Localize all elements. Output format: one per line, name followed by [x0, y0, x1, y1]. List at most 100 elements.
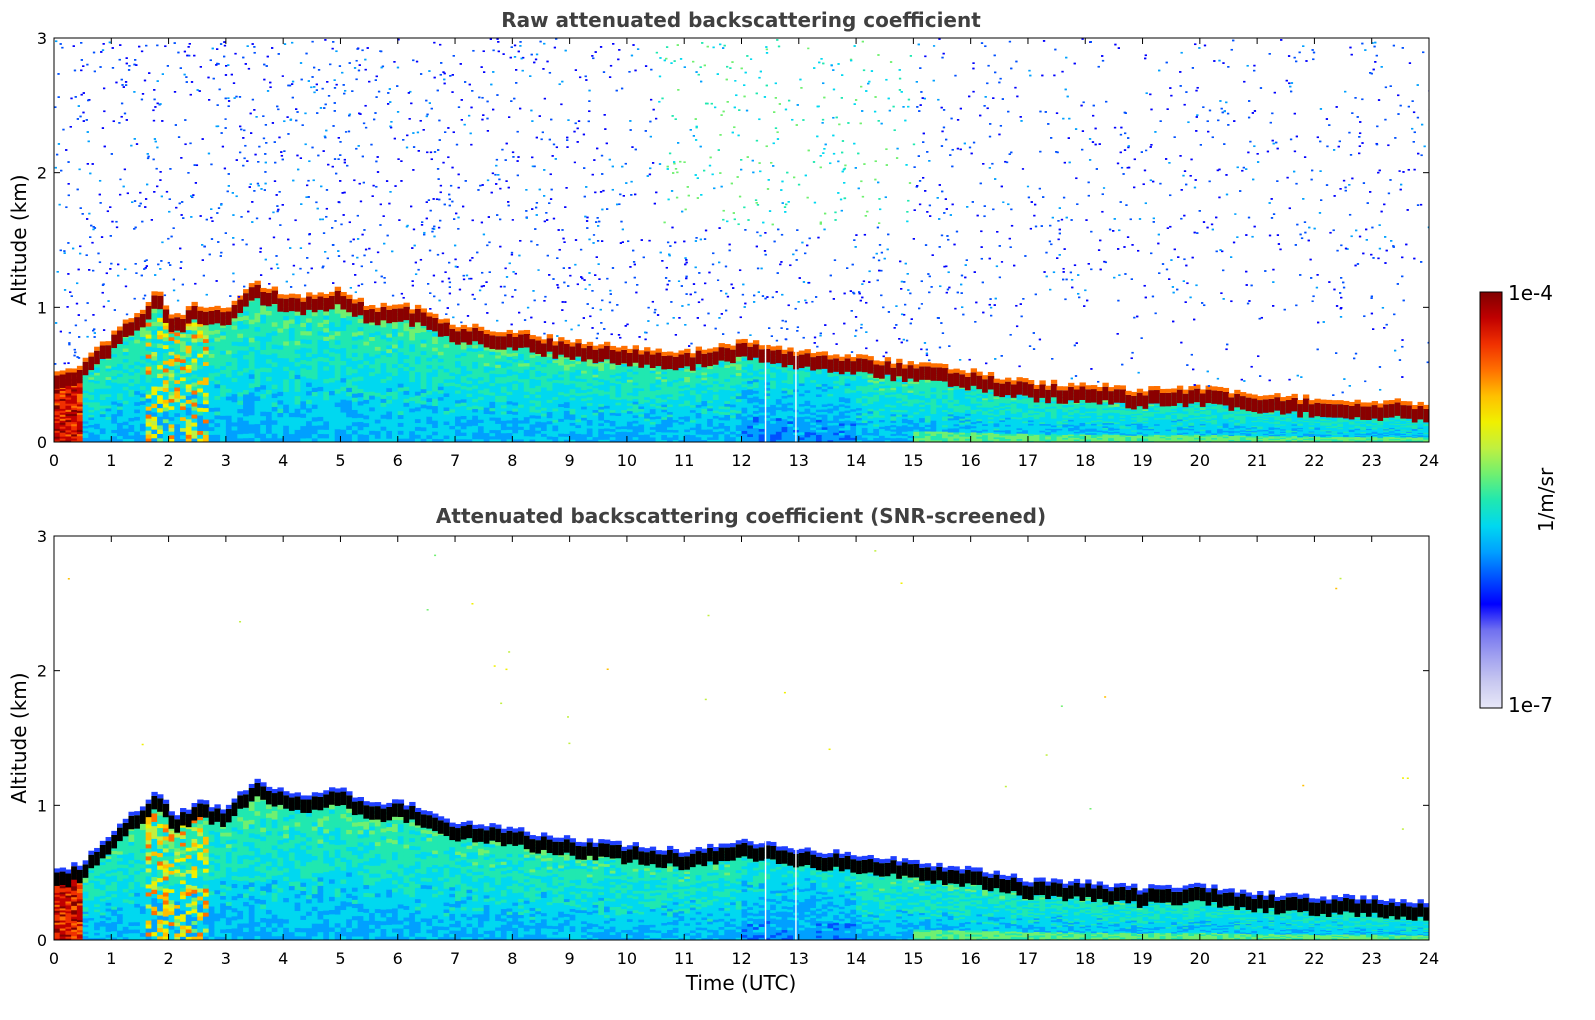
heatmap-cell [248, 405, 256, 411]
heatmap-cell [460, 342, 468, 347]
heatmap-cell [225, 365, 233, 370]
heatmap-cell [323, 382, 330, 388]
heatmap-cell [449, 378, 456, 383]
heatmap-cell [317, 360, 324, 366]
heatmap-cell [432, 401, 439, 407]
heatmap-cell [54, 438, 61, 441]
layer-top-band [815, 355, 823, 370]
heatmap-cell [237, 341, 244, 347]
heatmap-cell [243, 385, 250, 391]
heatmap-cell [317, 416, 324, 422]
heatmap-cell [283, 391, 290, 397]
heatmap-cell [265, 406, 273, 412]
heatmap-cell [558, 388, 565, 393]
heatmap-cell [59, 400, 67, 403]
heatmap-cell [88, 404, 95, 408]
heatmap-cell [598, 425, 605, 429]
heatmap-cell [254, 372, 261, 378]
heatmap-cell [586, 425, 594, 429]
heatmap-cell [443, 434, 450, 440]
heatmap-cell [460, 362, 468, 367]
heatmap-cell [185, 391, 193, 397]
heatmap-cell [220, 342, 227, 348]
heatmap-cell [317, 433, 324, 439]
layer-top-band [466, 331, 473, 345]
heatmap-cell [208, 330, 216, 335]
heatmap-cell [495, 423, 502, 428]
layer-top-band [500, 336, 508, 350]
heatmap-cell [162, 321, 170, 326]
heatmap-cell [168, 416, 175, 421]
heatmap-cell [300, 421, 307, 427]
heatmap-cell [94, 391, 101, 395]
layer-top-band [581, 348, 588, 362]
layer-top-band [214, 309, 221, 324]
heatmap-cell [420, 407, 427, 413]
heatmap-cell [202, 380, 210, 386]
heatmap-cell [586, 402, 594, 406]
heatmap-cell [248, 364, 256, 370]
heatmap-cell [506, 397, 513, 402]
heatmap-cell [237, 345, 244, 351]
layer-top-edge [586, 341, 594, 346]
heatmap-cell [231, 320, 238, 326]
heatmap-cell [111, 347, 118, 351]
heatmap-cell [535, 427, 542, 431]
heatmap-cell [317, 424, 324, 430]
heatmap-cell [260, 402, 267, 408]
layer-top-edge [409, 309, 416, 314]
layer-top-band [586, 345, 594, 360]
heatmap-cell [202, 419, 210, 424]
heatmap-cell [357, 388, 364, 394]
heatmap-cell [145, 354, 152, 359]
layer-top-edge [477, 326, 485, 331]
heatmap-cell [317, 386, 324, 392]
heatmap-cell [552, 405, 559, 409]
heatmap-cell [65, 390, 72, 394]
heatmap-cell [139, 359, 147, 364]
heatmap-cell [174, 383, 181, 388]
heatmap-cell [197, 399, 204, 404]
heatmap-cell [139, 438, 147, 442]
heatmap-cell [185, 414, 193, 420]
heatmap-cell [82, 399, 89, 403]
heatmap-cell [111, 363, 118, 367]
heatmap-cell [134, 419, 141, 425]
heatmap-cell [139, 347, 147, 353]
heatmap-cell [586, 405, 594, 409]
heatmap-cell [374, 376, 382, 382]
heatmap-cell [294, 387, 301, 392]
heatmap-cell [449, 375, 456, 380]
heatmap-cell [546, 396, 554, 400]
heatmap-cell [380, 354, 387, 360]
heatmap-cell [311, 399, 319, 405]
heatmap-cell [563, 392, 571, 397]
heatmap-cell [311, 340, 319, 346]
heatmap-cell [65, 394, 72, 398]
heatmap-cell [397, 355, 405, 361]
heatmap-cell [88, 409, 95, 413]
heatmap-cell [180, 380, 187, 385]
heatmap-cell [357, 421, 364, 427]
heatmap-cell [403, 398, 410, 403]
heatmap-cell [403, 342, 410, 348]
heatmap-cell [455, 389, 462, 394]
heatmap-cell [82, 397, 89, 401]
heatmap-cell [489, 388, 496, 393]
layer-top-band [735, 343, 743, 357]
heatmap-cell [157, 355, 164, 361]
heatmap-cell [220, 323, 227, 328]
heatmap-cell [323, 374, 330, 380]
heatmap-cell [329, 420, 336, 426]
heatmap-cell [243, 354, 250, 360]
heatmap-cell [357, 330, 364, 336]
heatmap-cell [311, 353, 319, 359]
heatmap-cell [432, 354, 439, 359]
heatmap-cell [151, 424, 158, 430]
heatmap-cell [220, 384, 227, 390]
heatmap-cell [65, 396, 72, 400]
heatmap-cell [191, 325, 198, 331]
heatmap-cell [243, 433, 250, 439]
heatmap-cell [323, 365, 330, 371]
heatmap-cell [122, 354, 130, 359]
